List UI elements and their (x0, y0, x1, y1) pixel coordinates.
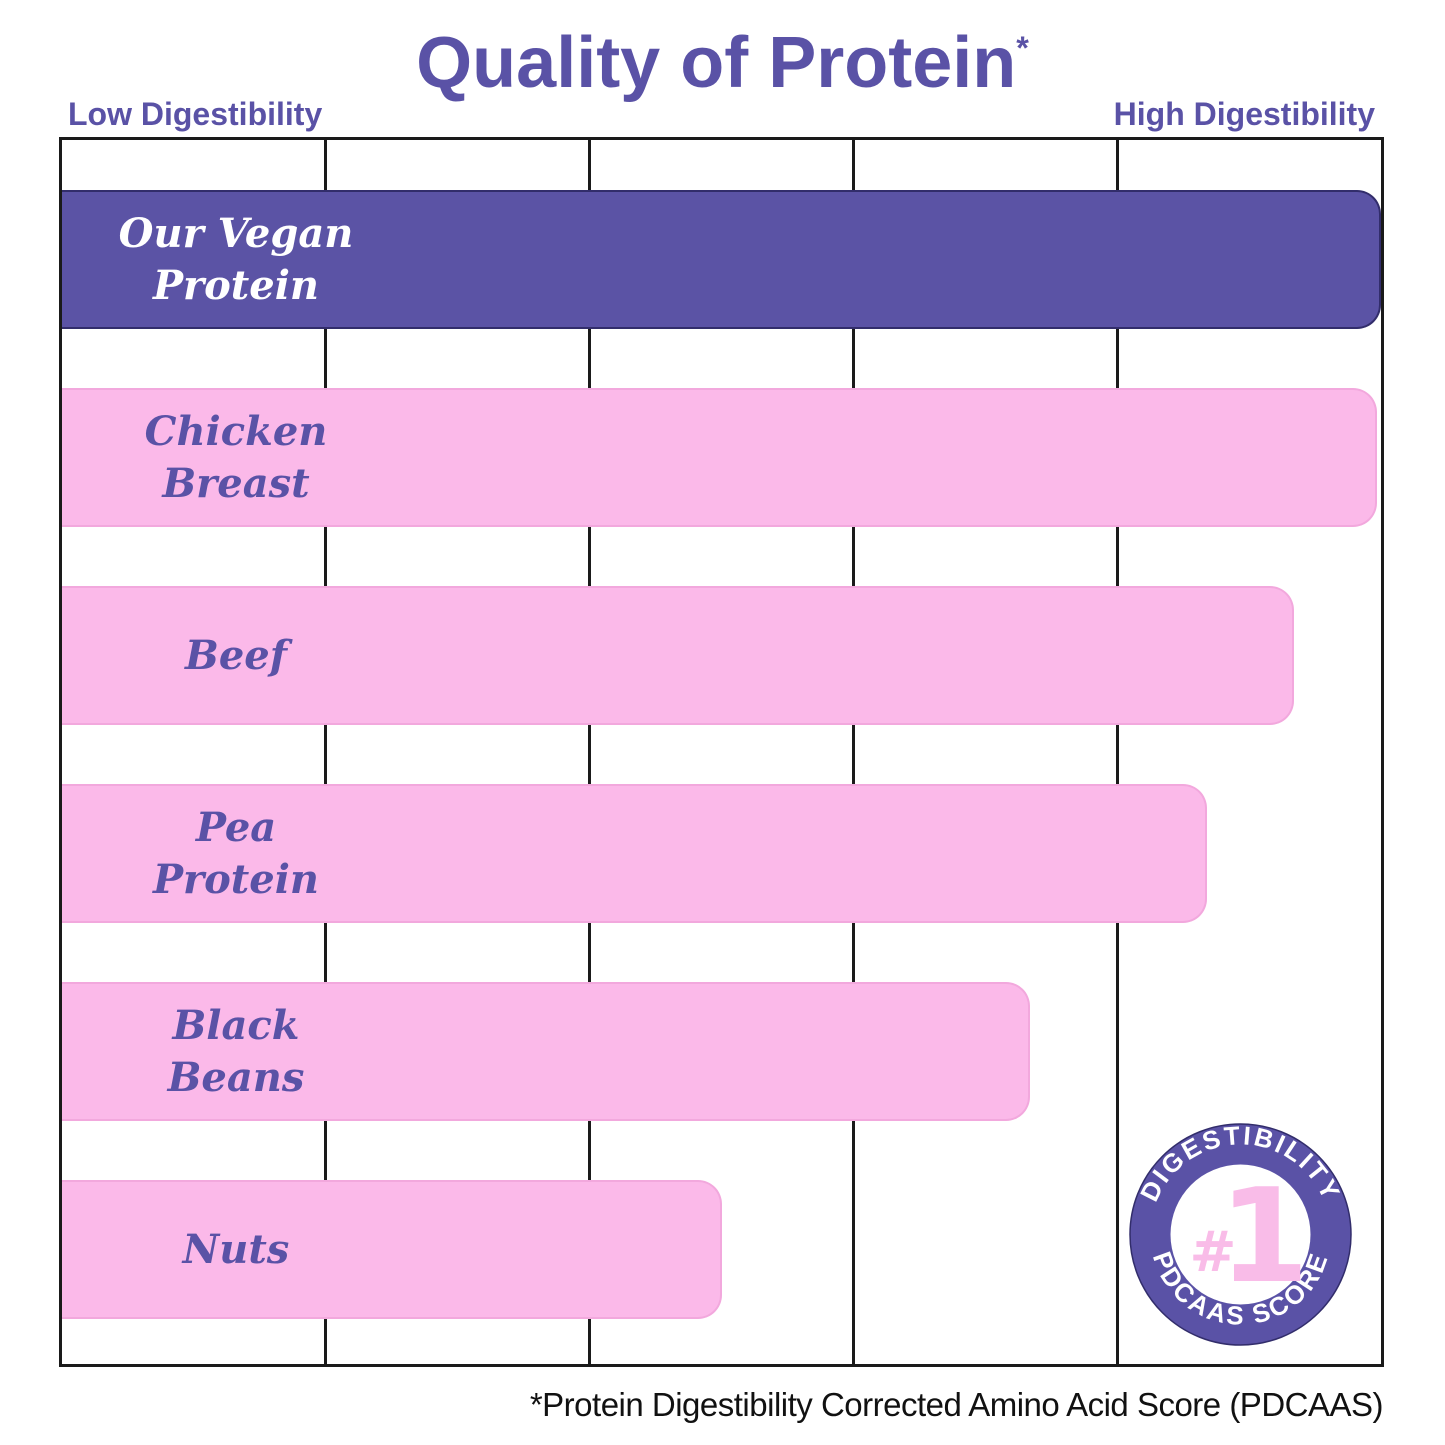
badge-rank-number: 1 (1219, 1160, 1309, 1312)
bar-black-beans: Black Beans (62, 982, 1031, 1121)
gridline-80-percent (1115, 140, 1119, 1364)
title-asterisk: * (1016, 30, 1029, 66)
bar-label-nuts: Nuts (182, 1225, 290, 1273)
bar-nuts: Nuts (62, 1180, 722, 1319)
gridline-60-percent (851, 140, 855, 1364)
bar-label-chicken-breast: Chicken Breast (144, 407, 328, 507)
bar-our-vegan-protein: Our Vegan Protein (62, 190, 1381, 329)
badge-inner-circle (1170, 1164, 1311, 1305)
badge-rank-hash: # (1190, 1220, 1237, 1285)
bar-label-pea-protein: Pea Protein (152, 803, 320, 903)
bar-label-black-beans: Black Beans (167, 1001, 305, 1101)
page-title-text: Quality of Protein (416, 23, 1017, 103)
gridline-20-percent (324, 140, 328, 1364)
chart-grid: Our Vegan Protein Chicken Breast Beef Pea Prot… (59, 137, 1384, 1367)
page-title: Quality of Protein* (0, 22, 1445, 104)
digestibility-badge: DIGESTIBILITY PDCAAS SCORE # 1 (1129, 1120, 1352, 1346)
bar-label-beef: Beef (185, 631, 287, 679)
bar-label-our-vegan-protein: Our Vegan Protein (118, 209, 354, 309)
bar-chicken-breast: Chicken Breast (62, 388, 1378, 527)
axis-label-high-digestibility: High Digestibility (1113, 96, 1375, 132)
footnote: *Protein Digestibility Corrected Amino A… (529, 1386, 1384, 1423)
gridline-40-percent (588, 140, 592, 1364)
axis-label-low-digestibility: Low Digestibility (68, 96, 323, 132)
bar-pea-protein: Pea Protein (62, 784, 1207, 923)
bar-beef: Beef (62, 586, 1294, 725)
